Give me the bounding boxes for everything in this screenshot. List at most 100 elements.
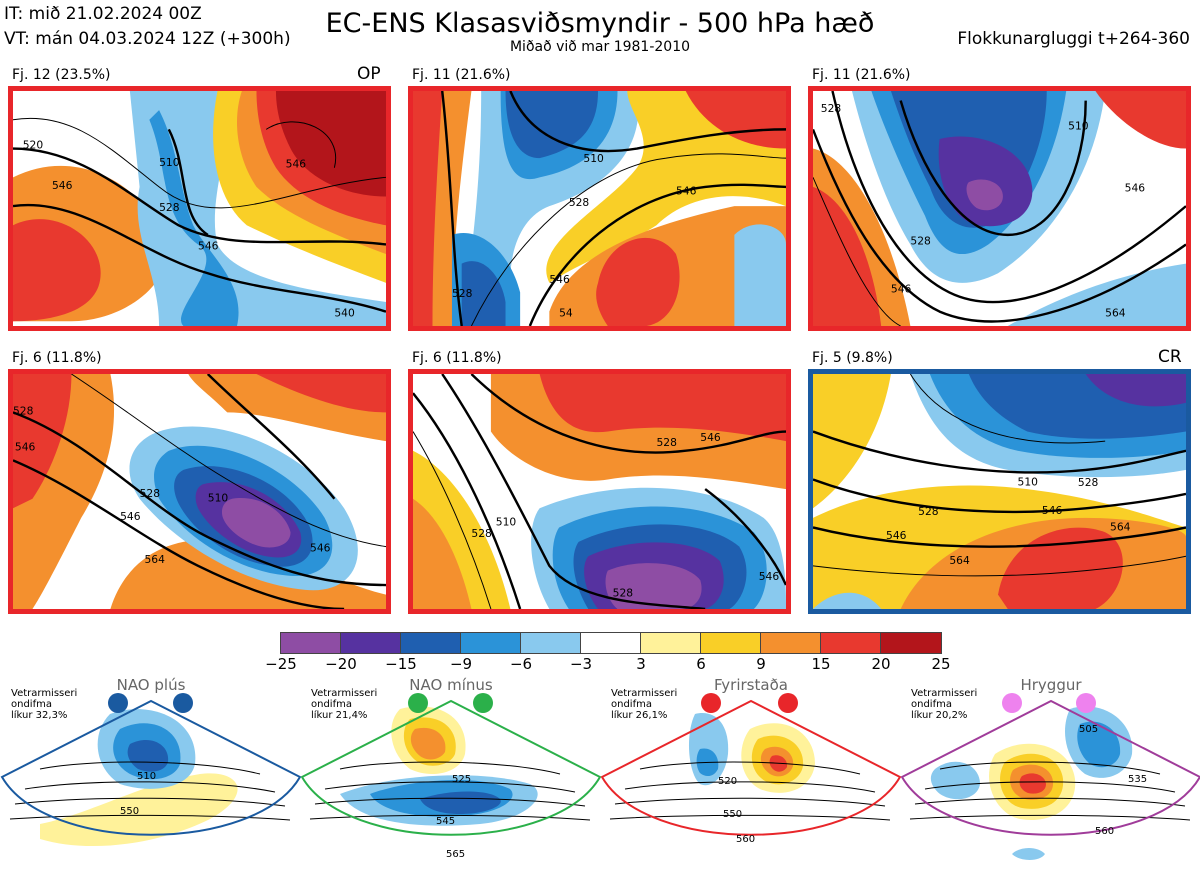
contour-label: 528 xyxy=(471,527,492,540)
valid-time: VT: mán 04.03.2024 12Z (+300h) xyxy=(4,29,291,49)
contour-label: 546 xyxy=(549,273,570,286)
contour-label: 528 xyxy=(821,102,842,115)
regime-ridge[interactable]: 505 535 560 Hryggur Vetrarmisseri ondifma… xyxy=(900,674,1200,871)
colorbar-tick-label: −6 xyxy=(509,655,533,673)
contour-label: 510 xyxy=(1018,475,1039,488)
colorbar-swatch xyxy=(701,633,761,653)
colorbar-swatch xyxy=(641,633,701,653)
cluster-map-4[interactable]: 528 546 528 510 546 546 564 xyxy=(8,369,391,614)
colorbar-swatch xyxy=(581,633,641,653)
contour-label: 546 xyxy=(676,185,697,198)
contour-label: 528 xyxy=(159,201,180,214)
panel-1-caption: Fj. 12 (23.5%) xyxy=(12,67,111,83)
contour-label: 546 xyxy=(700,431,721,444)
regime-contour-label: 565 xyxy=(446,849,465,860)
regime-info: Vetrarmisseri ondifma líkur 26,1% xyxy=(611,688,678,721)
regime-contour-label: 510 xyxy=(137,771,156,782)
colorbar-swatch xyxy=(521,633,581,653)
initial-time: IT: mið 21.02.2024 00Z xyxy=(4,4,202,24)
contour-label: 546 xyxy=(759,570,780,583)
regime-contour-label: 550 xyxy=(120,806,139,817)
regime-blocking[interactable]: 520 550 560 Fyrirstaða Vetrarmisseri ondi… xyxy=(600,674,902,871)
regime-contour-label: 545 xyxy=(436,816,455,827)
colorbar-tick-label: 6 xyxy=(696,655,706,673)
contour-label: 528 xyxy=(918,505,939,518)
colorbar-swatch xyxy=(461,633,521,653)
contour-label: 510 xyxy=(496,516,517,529)
contour-label: 528 xyxy=(13,404,34,417)
contour-label: 546 xyxy=(198,239,219,252)
contour-label: 540 xyxy=(334,306,355,319)
contour-label: 510 xyxy=(208,492,229,505)
contour-label: 564 xyxy=(949,554,970,567)
page-subtitle: Miðað við mar 1981-2010 xyxy=(509,39,691,55)
contour-label: 528 xyxy=(569,196,590,209)
anomaly-colorbar xyxy=(280,632,942,654)
regime-info: Vetrarmisseri ondifma líkur 20,2% xyxy=(911,688,978,721)
cluster-map-2[interactable]: 510 528 546 546 528 54 xyxy=(408,86,791,331)
contour-label: 564 xyxy=(144,553,165,566)
panel-1-tag: OP xyxy=(357,64,381,84)
colorbar-tick-label: 9 xyxy=(756,655,766,673)
regime-name: Hryggur xyxy=(1020,676,1082,694)
contour-label: 564 xyxy=(1110,520,1131,533)
regime-contour-label: 535 xyxy=(1128,774,1147,785)
colorbar-tick-label: 20 xyxy=(871,655,891,673)
contour-label: 546 xyxy=(1042,504,1063,517)
contour-label: 510 xyxy=(1068,119,1089,132)
contour-label: 528 xyxy=(910,235,931,248)
contour-label: 546 xyxy=(1125,182,1146,195)
panel-3-caption: Fj. 11 (21.6%) xyxy=(812,67,911,83)
regime-name: NAO mínus xyxy=(409,676,493,694)
contour-label: 546 xyxy=(891,283,912,296)
regime-info: Vetrarmisseri ondifma líkur 32,3% xyxy=(11,688,78,721)
contour-label: 528 xyxy=(1078,476,1099,489)
contour-label: 510 xyxy=(159,156,180,169)
regime-info: Vetrarmisseri ondifma líkur 21,4% xyxy=(311,688,378,721)
contour-label: 528 xyxy=(452,287,473,300)
contour-label: 546 xyxy=(15,441,36,454)
colorbar-swatch xyxy=(821,633,881,653)
regime-name: NAO plús xyxy=(116,676,186,694)
colorbar-swatch xyxy=(401,633,461,653)
contour-label: 528 xyxy=(656,436,677,449)
regime-contour-label: 550 xyxy=(723,809,742,820)
cluster-map-3[interactable]: 528 510 528 546 546 564 xyxy=(808,86,1191,331)
page-title: EC-ENS Klasasviðsmyndir - 500 hPa hæð xyxy=(325,8,875,39)
colorbar-tick-label: −15 xyxy=(385,655,417,673)
panel-4-caption: Fj. 6 (11.8%) xyxy=(12,350,102,366)
cluster-map-5[interactable]: 528 546 510 528 528 546 xyxy=(408,369,791,614)
contour-label: 564 xyxy=(1105,306,1126,319)
cluster-map-6[interactable]: 510 528 546 528 546 564 564 xyxy=(808,369,1191,614)
contour-label: 54 xyxy=(559,306,573,319)
regime-nao-plus[interactable]: 510 550 NAO plús Vetrarmisseri ondifma lík… xyxy=(0,674,302,871)
contour-label: 546 xyxy=(52,179,73,192)
colorbar-swatch xyxy=(281,633,341,653)
contour-label: 546 xyxy=(886,529,907,542)
cluster-map-1[interactable]: 520 546 510 528 546 546 540 xyxy=(8,86,391,331)
panel-6-caption: Fj. 5 (9.8%) xyxy=(812,350,893,366)
contour-label: 546 xyxy=(120,510,141,523)
colorbar-tick-label: 25 xyxy=(931,655,951,673)
contour-label: 528 xyxy=(140,487,161,500)
colorbar-tick-label: 3 xyxy=(636,655,646,673)
colorbar-swatch xyxy=(881,633,941,653)
colorbar-swatch xyxy=(761,633,821,653)
colorbar-tick-label: −3 xyxy=(569,655,593,673)
colorbar-tick-label: −20 xyxy=(325,655,357,673)
panel-5-caption: Fj. 6 (11.8%) xyxy=(412,350,502,366)
regime-contour-label: 525 xyxy=(452,774,471,785)
contour-label: 546 xyxy=(286,158,307,171)
contour-label: 528 xyxy=(613,587,634,600)
contour-label: 546 xyxy=(310,542,331,555)
regime-contour-label: 560 xyxy=(1095,826,1114,837)
regime-name: Fyrirstaða xyxy=(714,676,788,694)
contour-label: 520 xyxy=(23,139,44,152)
regime-nao-minus[interactable]: 525 545 565 NAO mínus Vetrarmisseri ondif… xyxy=(300,674,602,871)
colorbar-swatch xyxy=(341,633,401,653)
regime-contour-label: 520 xyxy=(718,776,737,787)
panel-6-tag: CR xyxy=(1158,347,1182,367)
colorbar-tick-label: −25 xyxy=(265,655,297,673)
colorbar-tick-label: 15 xyxy=(811,655,831,673)
classification-window: Flokkunargluggi t+264-360 xyxy=(957,29,1190,49)
